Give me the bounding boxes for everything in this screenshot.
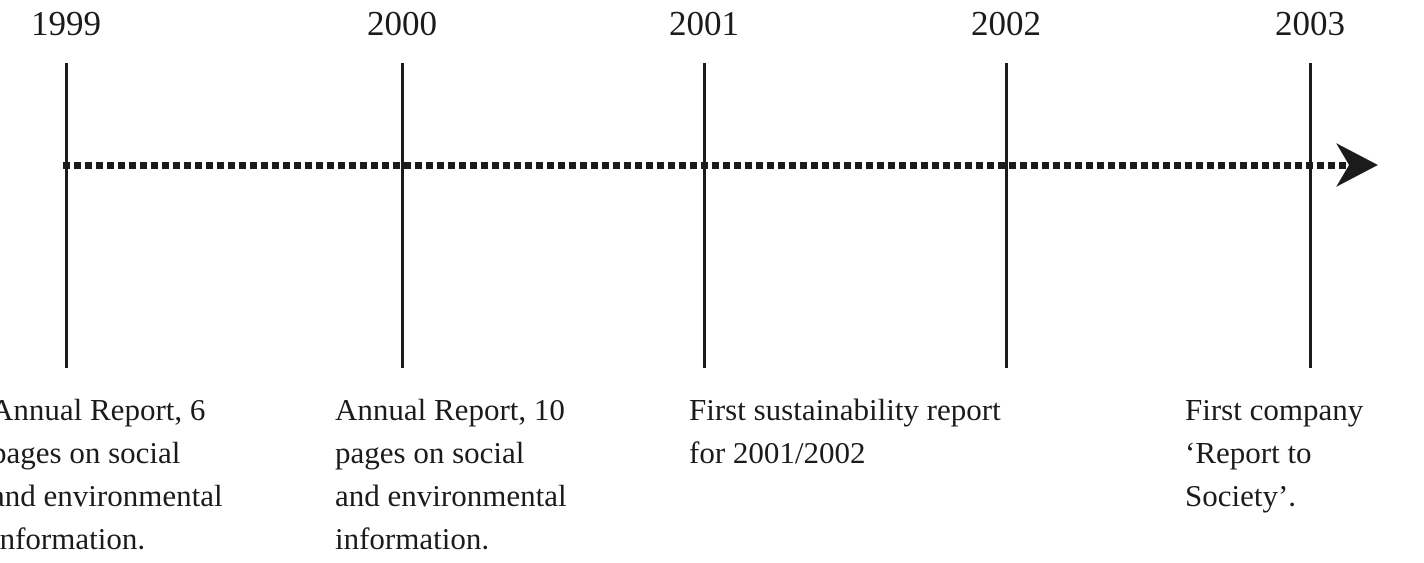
year-tick-2002 <box>1005 63 1008 368</box>
year-label-2002: 2002 <box>971 4 1041 43</box>
year-tick-2001 <box>703 63 706 368</box>
event-text-1999: Annual Report, 6 pages on social and env… <box>0 392 223 556</box>
event-text-2001: First sustainability report for 2001/200… <box>689 392 1001 470</box>
year-tick-1999 <box>65 63 68 368</box>
event-text-2003: First company ‘Report to Society’. <box>1185 392 1364 513</box>
timeline-dotted-axis <box>63 162 1348 169</box>
year-tick-2000 <box>401 63 404 368</box>
year-label-2000: 2000 <box>367 4 437 43</box>
year-label-1999: 1999 <box>31 4 101 43</box>
year-label-2001: 2001 <box>669 4 739 43</box>
arrow-right-icon <box>1336 143 1378 187</box>
year-tick-2003 <box>1309 63 1312 368</box>
year-label-2003: 2003 <box>1275 4 1345 43</box>
event-text-2000: Annual Report, 10 pages on social and en… <box>335 392 567 556</box>
